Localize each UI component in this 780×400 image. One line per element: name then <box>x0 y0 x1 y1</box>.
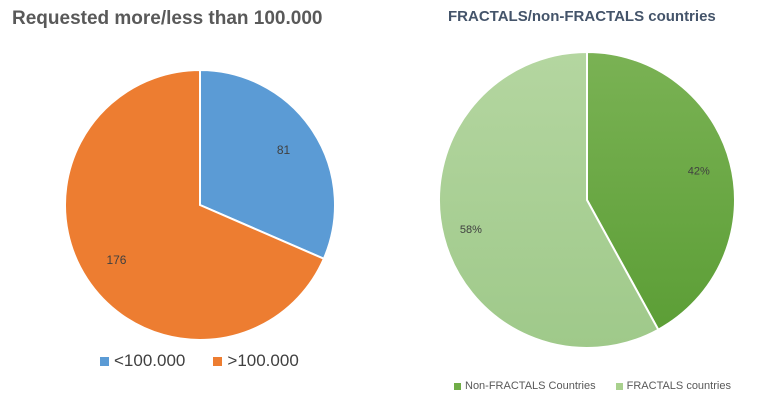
slice-fractals <box>438 50 660 349</box>
chart-title: FRACTALS/non-FRACTALS countries <box>448 8 716 25</box>
legend-label-under-100000: <100.000 <box>114 351 186 370</box>
legend-swatch-fractals <box>615 382 623 390</box>
legend-label-over-100000: >100.000 <box>227 351 299 370</box>
chart-requested-amount: Requested more/less than 100.000 81 176 <… <box>12 8 336 371</box>
data-label-fractals: 58% <box>460 224 482 236</box>
legend-swatch-non-fractals <box>454 382 461 390</box>
data-label-over-100000: 176 <box>106 253 126 267</box>
legend-swatch-over-100000 <box>213 356 223 366</box>
pie-chart-requested-amount: 81 176 <box>64 68 336 341</box>
legend-swatch-under-100000 <box>100 356 109 366</box>
chart-fractals-countries: FRACTALS/non-FRACTALS countries 42% 58% N… <box>400 0 780 400</box>
pie-chart-fractals-countries: 42% 58% <box>438 50 736 349</box>
slice-under-100000 <box>199 68 336 261</box>
legend-item-under-100000: <100.000 <box>100 351 185 371</box>
legend-label-fractals: FRACTALS countries <box>626 380 731 392</box>
slice-non-fractals <box>586 50 736 332</box>
chart-title: Requested more/less than 100.000 <box>12 8 323 29</box>
data-label-non-fractals: 42% <box>688 165 710 177</box>
legend: <100.000 >100.000 <box>100 351 299 371</box>
legend-label-non-fractals: Non-FRACTALS Countries <box>465 380 596 392</box>
legend-item-fractals: FRACTALS countries <box>615 380 731 392</box>
data-label-under-100000: 81 <box>277 143 291 157</box>
slice-over-100000 <box>64 68 326 341</box>
legend-item-non-fractals: Non-FRACTALS Countries <box>454 380 596 392</box>
legend-item-over-100000: >100.000 <box>213 351 299 371</box>
legend: Non-FRACTALS Countries FRACTALS countrie… <box>454 380 731 392</box>
